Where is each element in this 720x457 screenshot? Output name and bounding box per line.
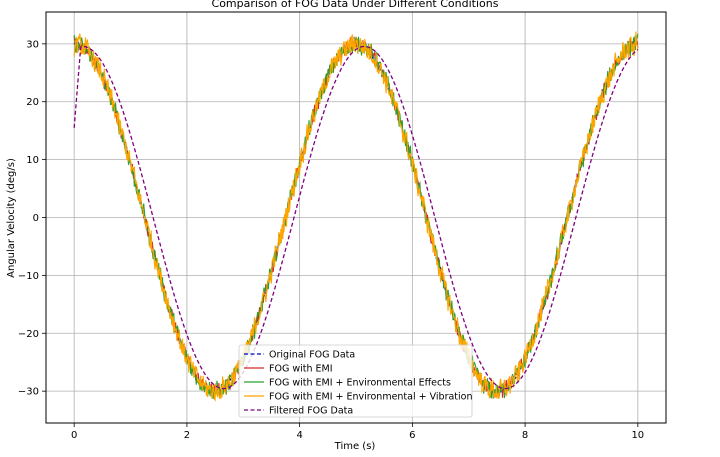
- y-tick-label: 30: [26, 39, 39, 50]
- x-tick-label: 10: [631, 430, 644, 441]
- axis-ticks: 0 2 4 6 8 10 −30 −20 −10 0 10 20 30: [18, 39, 644, 441]
- y-tick-label: 0: [33, 213, 39, 224]
- grid-lines: [46, 12, 666, 423]
- y-tick-label: −20: [18, 329, 39, 340]
- chart-title: Comparison of FOG Data Under Different C…: [212, 0, 499, 10]
- y-tick-label: −10: [18, 271, 39, 282]
- series-line-4: [73, 31, 639, 402]
- y-tick-label: 10: [26, 155, 39, 166]
- x-axis-label: Time (s): [334, 441, 376, 452]
- legend-entry: FOG with EMI + Environmental Effects: [269, 378, 451, 389]
- y-tick-label: 20: [26, 97, 39, 108]
- x-tick-label: 8: [522, 430, 528, 441]
- x-tick-label: 0: [71, 430, 77, 441]
- legend-entry: FOG with EMI + Environmental + Vibration: [269, 392, 473, 403]
- legend-entry: Original FOG Data: [269, 350, 355, 361]
- y-axis-label: Angular Velocity (deg/s): [6, 158, 17, 278]
- legend-box: [238, 344, 473, 418]
- legend-entry: Filtered FOG Data: [269, 406, 353, 417]
- x-tick-label: 2: [184, 430, 190, 441]
- x-tick-label: 4: [296, 430, 302, 441]
- y-tick-label: −30: [18, 387, 39, 398]
- series-line-5: [73, 45, 639, 390]
- legend: Original FOG Data FOG with EMI FOG with EM…: [238, 344, 473, 418]
- legend-entry: FOG with EMI: [269, 364, 333, 375]
- x-tick-label: 6: [409, 430, 415, 441]
- series-layer: [73, 31, 639, 402]
